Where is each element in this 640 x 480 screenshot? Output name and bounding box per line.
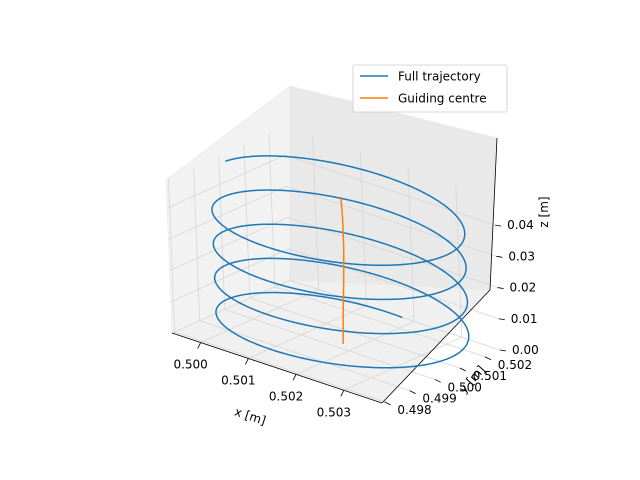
- y-tick-label: 0.499: [422, 392, 456, 406]
- grid-line-y: [274, 286, 486, 358]
- grid-line-x: [200, 289, 319, 343]
- y-tick-mark: [459, 367, 467, 372]
- y-tick-mark: [384, 401, 391, 406]
- grid-line-y: [174, 331, 385, 403]
- grid-line-x: [455, 184, 463, 338]
- y-tick-mark: [484, 356, 492, 361]
- z-axis-label: z [m]: [537, 196, 551, 227]
- grid-line-y: [193, 167, 201, 321]
- grid-line-z: [284, 154, 496, 226]
- grid-line-z: [168, 185, 287, 240]
- series-full-trajectory-line: [211, 155, 470, 369]
- z-tick-label: 0.04: [507, 218, 534, 232]
- x-tick-mark: [292, 374, 297, 381]
- y-tick-label: 0.502: [498, 358, 532, 372]
- z-tick-label: 0.00: [512, 343, 539, 357]
- y-tick-mark: [409, 390, 416, 394]
- x-tick-mark: [245, 358, 249, 365]
- x-ticks: 0.500 0.501 0.502 0.503: [173, 342, 351, 419]
- legend: Full trajectory Guiding centre: [352, 64, 508, 113]
- y-tick-label: 0.501: [473, 369, 507, 383]
- y-tick-label: 0.498: [397, 403, 431, 417]
- z-tick-mark: [498, 318, 505, 321]
- legend-label-guiding-centre: Guiding centre: [398, 92, 487, 106]
- grid-line-y: [249, 297, 460, 369]
- x-tick-label: 0.502: [269, 389, 303, 403]
- grid-line-y: [268, 133, 276, 287]
- grid-line-z: [171, 279, 291, 334]
- legend-label-full-trajectory: Full trajectory: [398, 70, 481, 84]
- y-tick-label: 0.500: [448, 380, 482, 394]
- y-axis-line: [381, 289, 491, 404]
- grid-line-z: [169, 217, 288, 271]
- z-tick-mark: [497, 287, 504, 289]
- grid-line-x: [248, 305, 367, 359]
- x-tick-mark: [340, 390, 345, 397]
- grid-line-x: [407, 168, 415, 322]
- x-tick-label: 0.500: [173, 358, 207, 372]
- grid-line-x: [312, 136, 320, 290]
- x-tick-label: 0.503: [317, 405, 351, 419]
- z-tick-mark: [496, 255, 503, 258]
- x-axis-line: [171, 332, 383, 404]
- z-tick-mark: [499, 349, 507, 352]
- grid-line-y: [243, 145, 251, 299]
- y-tick-mark: [434, 378, 441, 383]
- series-guiding-centre-line: [340, 196, 345, 344]
- grid-line-x: [343, 336, 462, 391]
- x-tick-mark: [197, 342, 201, 349]
- grid-line-y: [199, 320, 410, 391]
- legend-frame: [352, 64, 508, 113]
- grid-line-x: [359, 152, 367, 306]
- x-tick-label: 0.501: [221, 373, 255, 387]
- z-tick-label: 0.02: [510, 281, 537, 295]
- z-ticks: 0.00 0.01 0.02 0.03 0.04: [495, 218, 539, 357]
- z-tick-mark: [495, 224, 502, 227]
- z-axis-line: [489, 137, 498, 291]
- z-tick-label: 0.03: [508, 249, 535, 263]
- grid-line-z: [170, 248, 289, 303]
- grid-line-z: [166, 154, 286, 209]
- grid-line-x: [295, 320, 415, 375]
- grid-line-y: [168, 178, 175, 332]
- z-tick-label: 0.01: [511, 312, 538, 326]
